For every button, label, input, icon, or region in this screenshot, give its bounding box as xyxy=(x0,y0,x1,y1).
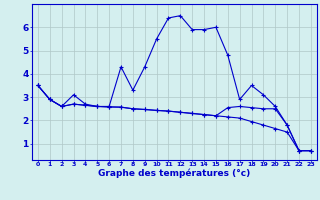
X-axis label: Graphe des températures (°c): Graphe des températures (°c) xyxy=(98,168,251,178)
